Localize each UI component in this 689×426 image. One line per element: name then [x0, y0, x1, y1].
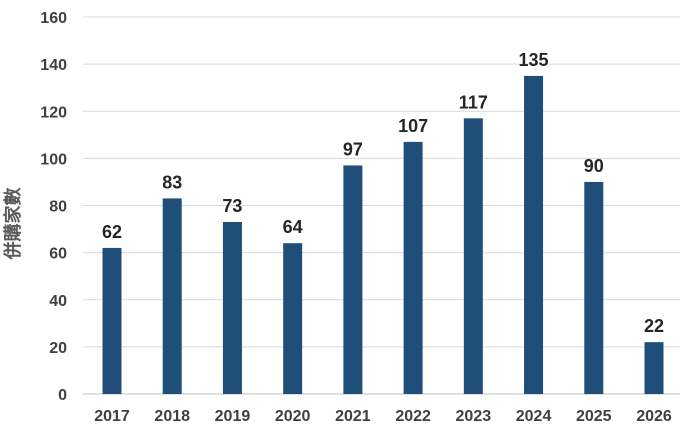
- bar-2024: [524, 75, 544, 394]
- x-tick-label-2017: 2017: [94, 408, 130, 425]
- y-axis-title: 併購家數: [2, 188, 24, 261]
- bar-2022: [403, 141, 423, 394]
- x-tick-label-2021: 2021: [335, 408, 371, 425]
- data-label-2024: 135: [519, 50, 549, 70]
- y-tick-label: 40: [49, 293, 67, 310]
- y-tick-label: 100: [40, 151, 67, 168]
- data-label-2017: 62: [102, 222, 122, 242]
- data-label-2026: 22: [644, 316, 664, 336]
- y-tick-label: 0: [58, 387, 67, 404]
- data-label-2021: 97: [343, 139, 363, 159]
- data-label-2022: 107: [398, 116, 428, 136]
- x-tick-label-2020: 2020: [275, 408, 311, 425]
- x-tick-label-2024: 2024: [516, 408, 552, 425]
- bar-2025: [584, 181, 604, 394]
- y-tick-label: 80: [49, 199, 67, 216]
- data-label-2018: 83: [162, 172, 182, 192]
- y-tick-label: 160: [40, 10, 67, 27]
- data-label-2019: 73: [222, 196, 242, 216]
- bar-2018: [162, 198, 182, 394]
- x-tick-label-2026: 2026: [636, 408, 672, 425]
- y-axis-ticks: 0 20 40 60 80 100 120 140 160: [40, 10, 67, 404]
- y-tick-label: 120: [40, 104, 67, 121]
- y-tick-label: 60: [49, 246, 67, 263]
- bar-2017: [102, 247, 122, 394]
- x-tick-label-2025: 2025: [576, 408, 612, 425]
- x-tick-label-2018: 2018: [154, 408, 190, 425]
- y-tick-label: 140: [40, 57, 67, 74]
- bar-2021: [343, 165, 363, 394]
- x-tick-label-2022: 2022: [395, 408, 431, 425]
- data-labels: 62 83 73 64 97 107 117 135 90 22: [102, 50, 664, 336]
- data-label-2020: 64: [283, 217, 303, 237]
- bars: [102, 75, 664, 394]
- bar-2023: [463, 118, 483, 394]
- bar-2026: [644, 342, 664, 394]
- bar-2020: [283, 243, 303, 394]
- x-axis-ticks: 2017 2018 2019 2020 2021 2022 2023 2024 2025 2026: [94, 408, 672, 425]
- y-tick-label: 20: [49, 340, 67, 357]
- data-label-2025: 90: [584, 156, 604, 176]
- gridlines: [83, 16, 680, 395]
- data-label-2023: 117: [459, 92, 488, 112]
- bar-2019: [222, 221, 242, 394]
- x-tick-label-2023: 2023: [456, 408, 492, 425]
- x-tick-label-2019: 2019: [215, 408, 251, 425]
